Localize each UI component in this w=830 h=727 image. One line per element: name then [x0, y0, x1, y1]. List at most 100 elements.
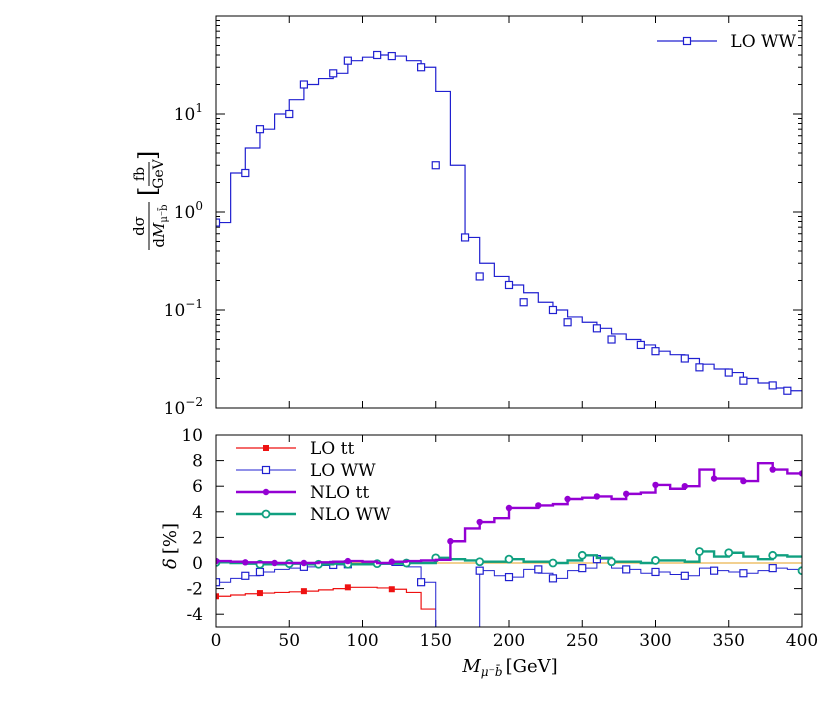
ylabel-unit-denominator: GeV	[151, 158, 167, 188]
lo-tt-series-line	[216, 586, 436, 610]
nlo-ww-series-marker	[475, 557, 485, 567]
legend-lo-ww-marker	[682, 36, 692, 46]
lo-ww-series-marker	[695, 363, 704, 372]
lo-ww-series-marker	[534, 565, 543, 574]
nlo-tt-series-marker	[242, 559, 249, 566]
nlo-tt-series-marker	[535, 502, 542, 509]
legend-lo-ww-label: LO WW	[310, 461, 376, 481]
nlo-tt-series-marker	[476, 518, 483, 526]
x-tick-label: 350	[713, 631, 745, 651]
legend-nlo-tt-marker	[262, 488, 270, 496]
bottom-y-tick-label: 2	[192, 528, 203, 548]
lo-ww-series-marker	[607, 335, 616, 344]
top-plot-frame	[215, 15, 803, 409]
lo-ww-series-marker	[768, 381, 777, 390]
lo-ww-series-marker	[387, 51, 396, 61]
x-tick-label: 50	[278, 631, 300, 651]
bottom-panel: -4 -2 0 2 4 6 8 10 0 50 100 150 200 250 300 350 400 LO …	[160, 426, 818, 679]
x-tick-label: 150	[420, 631, 452, 651]
legend-nlo-ww: NLO WW	[236, 505, 391, 525]
nlo-tt-series-marker	[447, 538, 454, 545]
bottom-y-tick-label: -2	[186, 580, 203, 600]
lo-tt-series-marker	[300, 588, 307, 595]
lo-ww-series-marker	[739, 376, 748, 385]
legend-lo-tt: LO tt	[236, 439, 354, 459]
lo-ww-series	[216, 50, 802, 395]
nlo-ww-series-marker	[724, 548, 734, 558]
nlo-tt-series-marker	[388, 558, 395, 565]
nlo-tt-series-marker	[681, 483, 688, 490]
legend-nlo-ww-marker	[261, 509, 271, 519]
bottom-y-tick-label: 10	[181, 426, 203, 446]
bottom-y-tick-label: 6	[192, 477, 203, 497]
lo-ww-series-marker	[417, 63, 426, 72]
nlo-ww-series-marker	[695, 547, 704, 556]
lo-ww-series-marker	[739, 569, 748, 578]
lo-ww-series-marker	[592, 324, 602, 333]
lo-ww-series-marker	[299, 80, 308, 89]
lo-ww-series-line	[216, 54, 802, 392]
nlo-tt-series-marker	[623, 490, 630, 498]
lo-ww-series-marker	[343, 56, 352, 65]
ylabel-bracket-open: [	[134, 187, 162, 196]
lo-ww-series-marker	[680, 354, 689, 363]
lo-ww-series-marker	[329, 69, 338, 78]
lo-ww-series-marker	[431, 161, 440, 170]
lo-ww-series-marker	[519, 298, 528, 307]
lo-ww-series-marker	[241, 571, 250, 580]
lo-ww-series-marker	[636, 340, 645, 350]
nlo-ww-series-marker	[577, 550, 587, 560]
lo-ww-series-marker	[417, 578, 426, 587]
nlo-tt-series	[216, 461, 802, 567]
top-series-layer	[216, 50, 802, 395]
lo-ww-series-marker	[241, 168, 250, 178]
lo-ww-series-marker	[504, 280, 514, 290]
bottom-plot-frame	[215, 434, 803, 628]
legend-nlo-tt: NLO tt	[236, 483, 369, 503]
legend-lo-ww-label: LO WW	[730, 32, 796, 52]
lo-ww-series-marker	[680, 571, 689, 580]
lo-ww-series-marker	[285, 109, 294, 119]
lo-tt-series	[216, 584, 436, 610]
nlo-tt-series-marker	[271, 559, 278, 567]
lo-ww-series-marker	[563, 318, 572, 327]
lo-ww-series-marker	[783, 386, 792, 395]
lo-tt-series-marker	[344, 584, 351, 591]
lo-tt-series-marker	[256, 590, 263, 597]
bottom-y-tick-labels: -4 -2 0 2 4 6 8 10	[181, 426, 203, 625]
nlo-tt-series-marker	[216, 557, 220, 565]
x-tick-label: 100	[346, 631, 378, 651]
lo-ww-series-marker	[709, 566, 719, 575]
x-tick-label: 250	[566, 631, 598, 651]
x-axis-title: Mμ⁻b̄ [GeV]	[461, 656, 557, 679]
legend-nlo-ww-label: NLO WW	[310, 505, 391, 525]
top-y-tick-label: 10−1	[164, 297, 203, 321]
top-axis-ticks	[215, 16, 803, 409]
legend-lo-ww-marker	[261, 465, 271, 475]
bottom-y-tick-label: 8	[192, 452, 203, 472]
bottom-y-axis-title: δ[%]	[160, 523, 181, 569]
bottom-x-tick-labels: 0 50 100 150 200 250 300 350 400	[211, 631, 819, 651]
ylabel-denominator: dMμ⁻b̄	[150, 204, 170, 247]
lo-ww-series-marker	[475, 566, 484, 575]
lo-ww-series-marker	[724, 368, 733, 377]
lo-ww-series-marker	[578, 564, 587, 573]
lo-ww-series-marker	[651, 347, 660, 356]
lo-ww-series-marker	[768, 564, 777, 573]
legend-lo-ww: LO WW	[236, 461, 376, 481]
top-y-tick-labels: 10−2 10−1 100 101	[164, 101, 203, 419]
nlo-tt-series-marker	[344, 557, 352, 565]
x-tick-label: 200	[493, 631, 525, 651]
x-tick-label: 400	[786, 631, 818, 651]
ylabel-numerator: dσ	[130, 216, 148, 236]
bottom-series-layer	[216, 461, 802, 627]
top-y-tick-label: 10−2	[164, 395, 203, 419]
lo-ww-series-marker	[216, 218, 221, 227]
lo-ww-series-marker	[504, 572, 514, 582]
nlo-ww-series-marker	[768, 550, 778, 560]
bottom-y-tick-label: -4	[186, 605, 203, 625]
nlo-ww-series-marker	[548, 558, 558, 568]
lo-ww-series-marker	[216, 578, 221, 587]
legend-lo-tt-marker	[263, 445, 269, 451]
